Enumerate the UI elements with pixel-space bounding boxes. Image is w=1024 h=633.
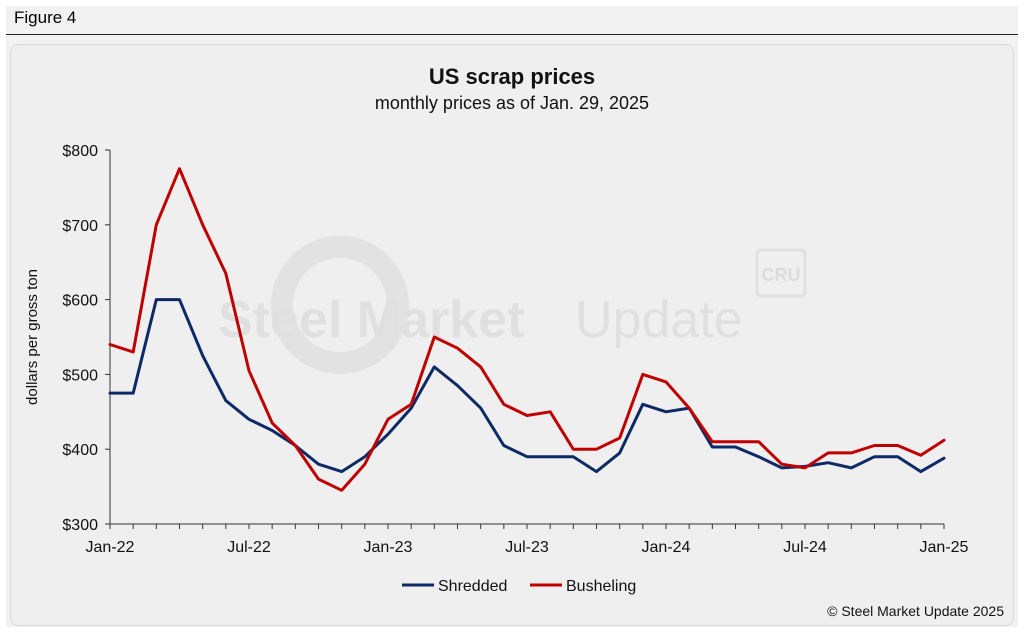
figure-label: Figure 4 xyxy=(14,8,77,27)
x-tick-label: Jul-23 xyxy=(505,539,549,556)
y-axis-label: dollars per gross ton xyxy=(24,269,41,405)
watermark-text-light: Update xyxy=(575,291,743,349)
x-tick-label: Jan-22 xyxy=(86,539,135,556)
series-line-busheling xyxy=(108,167,946,492)
copyright-credit: © Steel Market Update 2025 xyxy=(827,603,1004,619)
legend: Shredded Busheling xyxy=(402,578,636,595)
x-tick-label: Jan-23 xyxy=(364,539,413,556)
y-tick-label: $400 xyxy=(62,442,98,459)
x-tick-label: Jul-22 xyxy=(227,539,271,556)
y-tick-label: $700 xyxy=(62,218,98,235)
figure-divider xyxy=(6,34,1018,35)
y-tick-label: $300 xyxy=(62,517,98,534)
watermark-logo-circle xyxy=(271,236,409,374)
watermark-text-bold: Steel Market xyxy=(218,291,524,349)
chart-title: US scrap prices xyxy=(428,64,596,89)
x-tick-label: Jul-24 xyxy=(783,539,827,556)
watermark: Steel Market Update CRU xyxy=(218,236,807,374)
chart-subtitle: monthly prices as of Jan. 29, 2025 xyxy=(374,93,650,113)
x-tick-label: Jan-24 xyxy=(642,539,691,556)
y-tick-label: $500 xyxy=(62,367,98,384)
legend-label-busheling: Busheling xyxy=(566,578,636,595)
chart-panel xyxy=(10,44,1014,626)
watermark-badge xyxy=(755,248,807,298)
legend-label-shredded: Shredded xyxy=(438,578,507,595)
watermark-badge-text: CRU xyxy=(762,265,801,285)
axes: $300 $400 $500 $600 $700 $800 Jan-22 Jul-22 Jan-… xyxy=(62,143,968,556)
series-lines xyxy=(108,167,946,492)
y-tick-label: $600 xyxy=(62,293,98,310)
y-tick-label: $800 xyxy=(62,143,98,160)
x-tick-label: Jan-25 xyxy=(920,539,969,556)
